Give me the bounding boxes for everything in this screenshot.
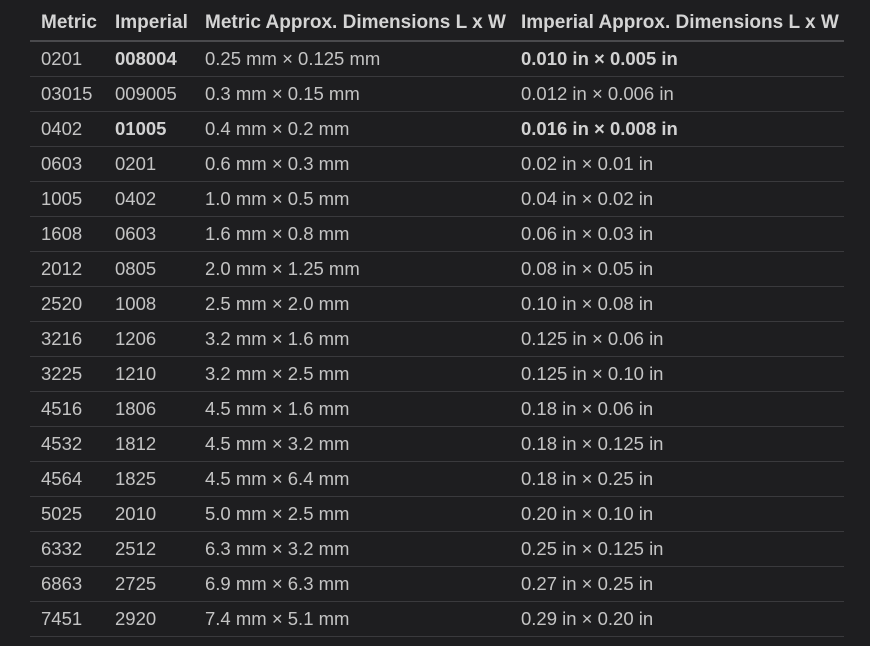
cell-imperial-dims: 0.02 in × 0.01 in bbox=[510, 146, 844, 182]
cell-metric: 1608 bbox=[30, 216, 104, 252]
cell-imperial-dims: 0.06 in × 0.03 in bbox=[510, 216, 844, 252]
table-body: 0201 008004 0.25 mm × 0.125 mm 0.010 in × 0… bbox=[30, 41, 844, 637]
table-row: 3225 1210 3.2 mm × 2.5 mm 0.125 in × 0.10 i… bbox=[30, 356, 844, 392]
cell-imperial-dims: 0.29 in × 0.20 in bbox=[510, 601, 844, 637]
cell-imperial: 2725 bbox=[104, 566, 194, 602]
table-row: 0201 008004 0.25 mm × 0.125 mm 0.010 in × 0… bbox=[30, 41, 844, 77]
cell-metric: 3216 bbox=[30, 321, 104, 357]
cell-metric: 2012 bbox=[30, 251, 104, 287]
cell-imperial-dims: 0.18 in × 0.06 in bbox=[510, 391, 844, 427]
cell-imperial: 1210 bbox=[104, 356, 194, 392]
cell-imperial: 1008 bbox=[104, 286, 194, 322]
table-row: 7451 2920 7.4 mm × 5.1 mm 0.29 in × 0.20 in bbox=[30, 601, 844, 637]
cell-imperial: 0805 bbox=[104, 251, 194, 287]
cell-imperial-dims: 0.012 in × 0.006 in bbox=[510, 76, 844, 112]
cell-imperial-dims: 0.25 in × 0.125 in bbox=[510, 531, 844, 567]
cell-metric-dims: 1.6 mm × 0.8 mm bbox=[194, 216, 510, 252]
cell-imperial-dims: 0.016 in × 0.008 in bbox=[510, 111, 844, 147]
cell-imperial: 2920 bbox=[104, 601, 194, 637]
cell-imperial-dims: 0.18 in × 0.25 in bbox=[510, 461, 844, 497]
cell-metric: 6332 bbox=[30, 531, 104, 567]
table-row: 0603 0201 0.6 mm × 0.3 mm 0.02 in × 0.01 in bbox=[30, 146, 844, 182]
cell-imperial-dims: 0.08 in × 0.05 in bbox=[510, 251, 844, 287]
cell-metric-dims: 7.4 mm × 5.1 mm bbox=[194, 601, 510, 637]
cell-metric: 0201 bbox=[30, 41, 104, 77]
cell-metric: 5025 bbox=[30, 496, 104, 532]
cell-metric: 7451 bbox=[30, 601, 104, 637]
table-row: 3216 1206 3.2 mm × 1.6 mm 0.125 in × 0.06 i… bbox=[30, 321, 844, 357]
table-row: 4532 1812 4.5 mm × 3.2 mm 0.18 in × 0.125 i… bbox=[30, 426, 844, 462]
table-row: 2012 0805 2.0 mm × 1.25 mm 0.08 in × 0.05 i… bbox=[30, 251, 844, 287]
table-header: Metric Imperial Metric Approx. Dimension… bbox=[30, 5, 844, 42]
cell-metric: 6863 bbox=[30, 566, 104, 602]
table-row: 6332 2512 6.3 mm × 3.2 mm 0.25 in × 0.125 i… bbox=[30, 531, 844, 567]
cell-imperial: 0603 bbox=[104, 216, 194, 252]
cell-imperial-dims: 0.125 in × 0.06 in bbox=[510, 321, 844, 357]
table-row: 6863 2725 6.9 mm × 6.3 mm 0.27 in × 0.25 in bbox=[30, 566, 844, 602]
cell-metric-dims: 0.6 mm × 0.3 mm bbox=[194, 146, 510, 182]
cell-imperial-dims: 0.125 in × 0.10 in bbox=[510, 356, 844, 392]
cell-metric-dims: 0.25 mm × 0.125 mm bbox=[194, 41, 510, 77]
chip-size-table: Metric Imperial Metric Approx. Dimension… bbox=[30, 5, 844, 637]
cell-metric-dims: 3.2 mm × 1.6 mm bbox=[194, 321, 510, 357]
cell-imperial: 1806 bbox=[104, 391, 194, 427]
table-row: 2520 1008 2.5 mm × 2.0 mm 0.10 in × 0.08 in bbox=[30, 286, 844, 322]
cell-metric: 03015 bbox=[30, 76, 104, 112]
cell-metric: 2520 bbox=[30, 286, 104, 322]
cell-imperial: 0402 bbox=[104, 181, 194, 217]
cell-imperial: 0201 bbox=[104, 146, 194, 182]
cell-imperial: 2512 bbox=[104, 531, 194, 567]
cell-imperial-dims: 0.010 in × 0.005 in bbox=[510, 41, 844, 77]
cell-imperial-dims: 0.10 in × 0.08 in bbox=[510, 286, 844, 322]
cell-imperial: 008004 bbox=[104, 41, 194, 77]
table-row: 1005 0402 1.0 mm × 0.5 mm 0.04 in × 0.02 in bbox=[30, 181, 844, 217]
header-metric-dims: Metric Approx. Dimensions L x W bbox=[194, 5, 510, 42]
cell-metric-dims: 4.5 mm × 3.2 mm bbox=[194, 426, 510, 462]
cell-metric-dims: 2.5 mm × 2.0 mm bbox=[194, 286, 510, 322]
cell-metric: 4516 bbox=[30, 391, 104, 427]
cell-imperial: 1812 bbox=[104, 426, 194, 462]
table-row: 5025 2010 5.0 mm × 2.5 mm 0.20 in × 0.10 in bbox=[30, 496, 844, 532]
cell-metric-dims: 4.5 mm × 6.4 mm bbox=[194, 461, 510, 497]
header-metric: Metric bbox=[30, 5, 104, 42]
cell-imperial-dims: 0.04 in × 0.02 in bbox=[510, 181, 844, 217]
header-row: Metric Imperial Metric Approx. Dimension… bbox=[30, 5, 844, 42]
size-table-container: Metric Imperial Metric Approx. Dimension… bbox=[30, 5, 844, 637]
cell-imperial-dims: 0.20 in × 0.10 in bbox=[510, 496, 844, 532]
cell-metric: 4564 bbox=[30, 461, 104, 497]
cell-metric: 0402 bbox=[30, 111, 104, 147]
cell-metric-dims: 4.5 mm × 1.6 mm bbox=[194, 391, 510, 427]
cell-imperial: 2010 bbox=[104, 496, 194, 532]
header-imperial: Imperial bbox=[104, 5, 194, 42]
cell-metric-dims: 5.0 mm × 2.5 mm bbox=[194, 496, 510, 532]
cell-metric: 3225 bbox=[30, 356, 104, 392]
cell-metric: 0603 bbox=[30, 146, 104, 182]
cell-imperial: 1206 bbox=[104, 321, 194, 357]
cell-metric-dims: 0.4 mm × 0.2 mm bbox=[194, 111, 510, 147]
cell-imperial-dims: 0.27 in × 0.25 in bbox=[510, 566, 844, 602]
cell-imperial: 01005 bbox=[104, 111, 194, 147]
table-row: 03015 009005 0.3 mm × 0.15 mm 0.012 in × 0.… bbox=[30, 76, 844, 112]
table-row: 1608 0603 1.6 mm × 0.8 mm 0.06 in × 0.03 in bbox=[30, 216, 844, 252]
cell-metric-dims: 2.0 mm × 1.25 mm bbox=[194, 251, 510, 287]
cell-metric-dims: 0.3 mm × 0.15 mm bbox=[194, 76, 510, 112]
cell-metric: 1005 bbox=[30, 181, 104, 217]
table-row: 4516 1806 4.5 mm × 1.6 mm 0.18 in × 0.06 in bbox=[30, 391, 844, 427]
cell-metric: 4532 bbox=[30, 426, 104, 462]
cell-imperial: 1825 bbox=[104, 461, 194, 497]
cell-imperial: 009005 bbox=[104, 76, 194, 112]
cell-imperial-dims: 0.18 in × 0.125 in bbox=[510, 426, 844, 462]
cell-metric-dims: 6.9 mm × 6.3 mm bbox=[194, 566, 510, 602]
cell-metric-dims: 1.0 mm × 0.5 mm bbox=[194, 181, 510, 217]
cell-metric-dims: 6.3 mm × 3.2 mm bbox=[194, 531, 510, 567]
header-imperial-dims: Imperial Approx. Dimensions L x W bbox=[510, 5, 844, 42]
table-row: 4564 1825 4.5 mm × 6.4 mm 0.18 in × 0.25 in bbox=[30, 461, 844, 497]
cell-metric-dims: 3.2 mm × 2.5 mm bbox=[194, 356, 510, 392]
table-row: 0402 01005 0.4 mm × 0.2 mm 0.016 in × 0.008… bbox=[30, 111, 844, 147]
